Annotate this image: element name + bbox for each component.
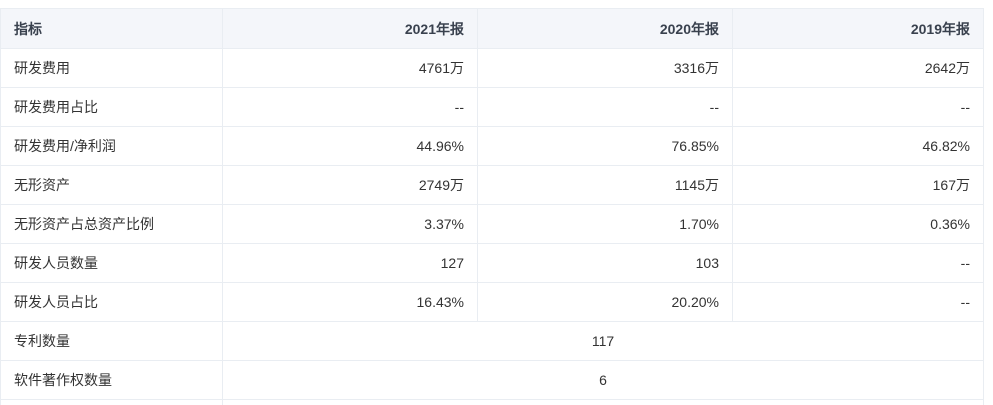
row-value: 103 [477, 243, 733, 283]
row-label: 专利数量 [0, 321, 223, 361]
table-row-partial [0, 399, 984, 405]
row-label: 研发费用 [0, 48, 223, 88]
row-value: 3316万 [477, 48, 733, 88]
row-label: 研发人员占比 [0, 282, 223, 322]
table-row: 研发人员占比 16.43% 20.20% -- [0, 282, 984, 322]
row-value: -- [732, 282, 984, 322]
row-value: -- [732, 87, 984, 127]
row-value: 1145万 [477, 165, 733, 205]
table-row: 研发费用占比 -- -- -- [0, 87, 984, 127]
row-value: 4761万 [222, 48, 478, 88]
row-value: -- [477, 87, 733, 127]
row-value: -- [732, 243, 984, 283]
row-value: 2749万 [222, 165, 478, 205]
row-span-value: 6 [222, 360, 984, 400]
row-label: 无形资产 [0, 165, 223, 205]
row-value: 127 [222, 243, 478, 283]
row-value: -- [222, 87, 478, 127]
table-row-span: 软件著作权数量 6 [0, 360, 984, 400]
row-value: 1.70% [477, 204, 733, 244]
table-header-row: 指标 2021年报 2020年报 2019年报 [0, 8, 984, 49]
table-row: 研发人员数量 127 103 -- [0, 243, 984, 283]
header-year-2020: 2020年报 [477, 8, 733, 49]
table-row: 研发费用 4761万 3316万 2642万 [0, 48, 984, 88]
row-span-value: 117 [222, 321, 984, 361]
row-value: 76.85% [477, 126, 733, 166]
table-row-span: 专利数量 117 [0, 321, 984, 361]
row-value: 20.20% [477, 282, 733, 322]
row-value: 2642万 [732, 48, 984, 88]
row-label [0, 399, 223, 405]
row-label: 研发费用/净利润 [0, 126, 223, 166]
row-value: 167万 [732, 165, 984, 205]
row-value: 0.36% [732, 204, 984, 244]
rd-indicators-table: 指标 2021年报 2020年报 2019年报 研发费用 4761万 3316万… [0, 8, 984, 405]
table-row: 研发费用/净利润 44.96% 76.85% 46.82% [0, 126, 984, 166]
row-label: 软件著作权数量 [0, 360, 223, 400]
table-row: 无形资产 2749万 1145万 167万 [0, 165, 984, 205]
row-value: 44.96% [222, 126, 478, 166]
row-label: 无形资产占总资产比例 [0, 204, 223, 244]
row-value: 16.43% [222, 282, 478, 322]
row-value: 3.37% [222, 204, 478, 244]
row-label: 研发人员数量 [0, 243, 223, 283]
header-indicator: 指标 [0, 8, 223, 49]
header-year-2021: 2021年报 [222, 8, 478, 49]
row-label: 研发费用占比 [0, 87, 223, 127]
table-row: 无形资产占总资产比例 3.37% 1.70% 0.36% [0, 204, 984, 244]
header-year-2019: 2019年报 [732, 8, 984, 49]
row-value: 46.82% [732, 126, 984, 166]
row-span-value [222, 399, 984, 405]
